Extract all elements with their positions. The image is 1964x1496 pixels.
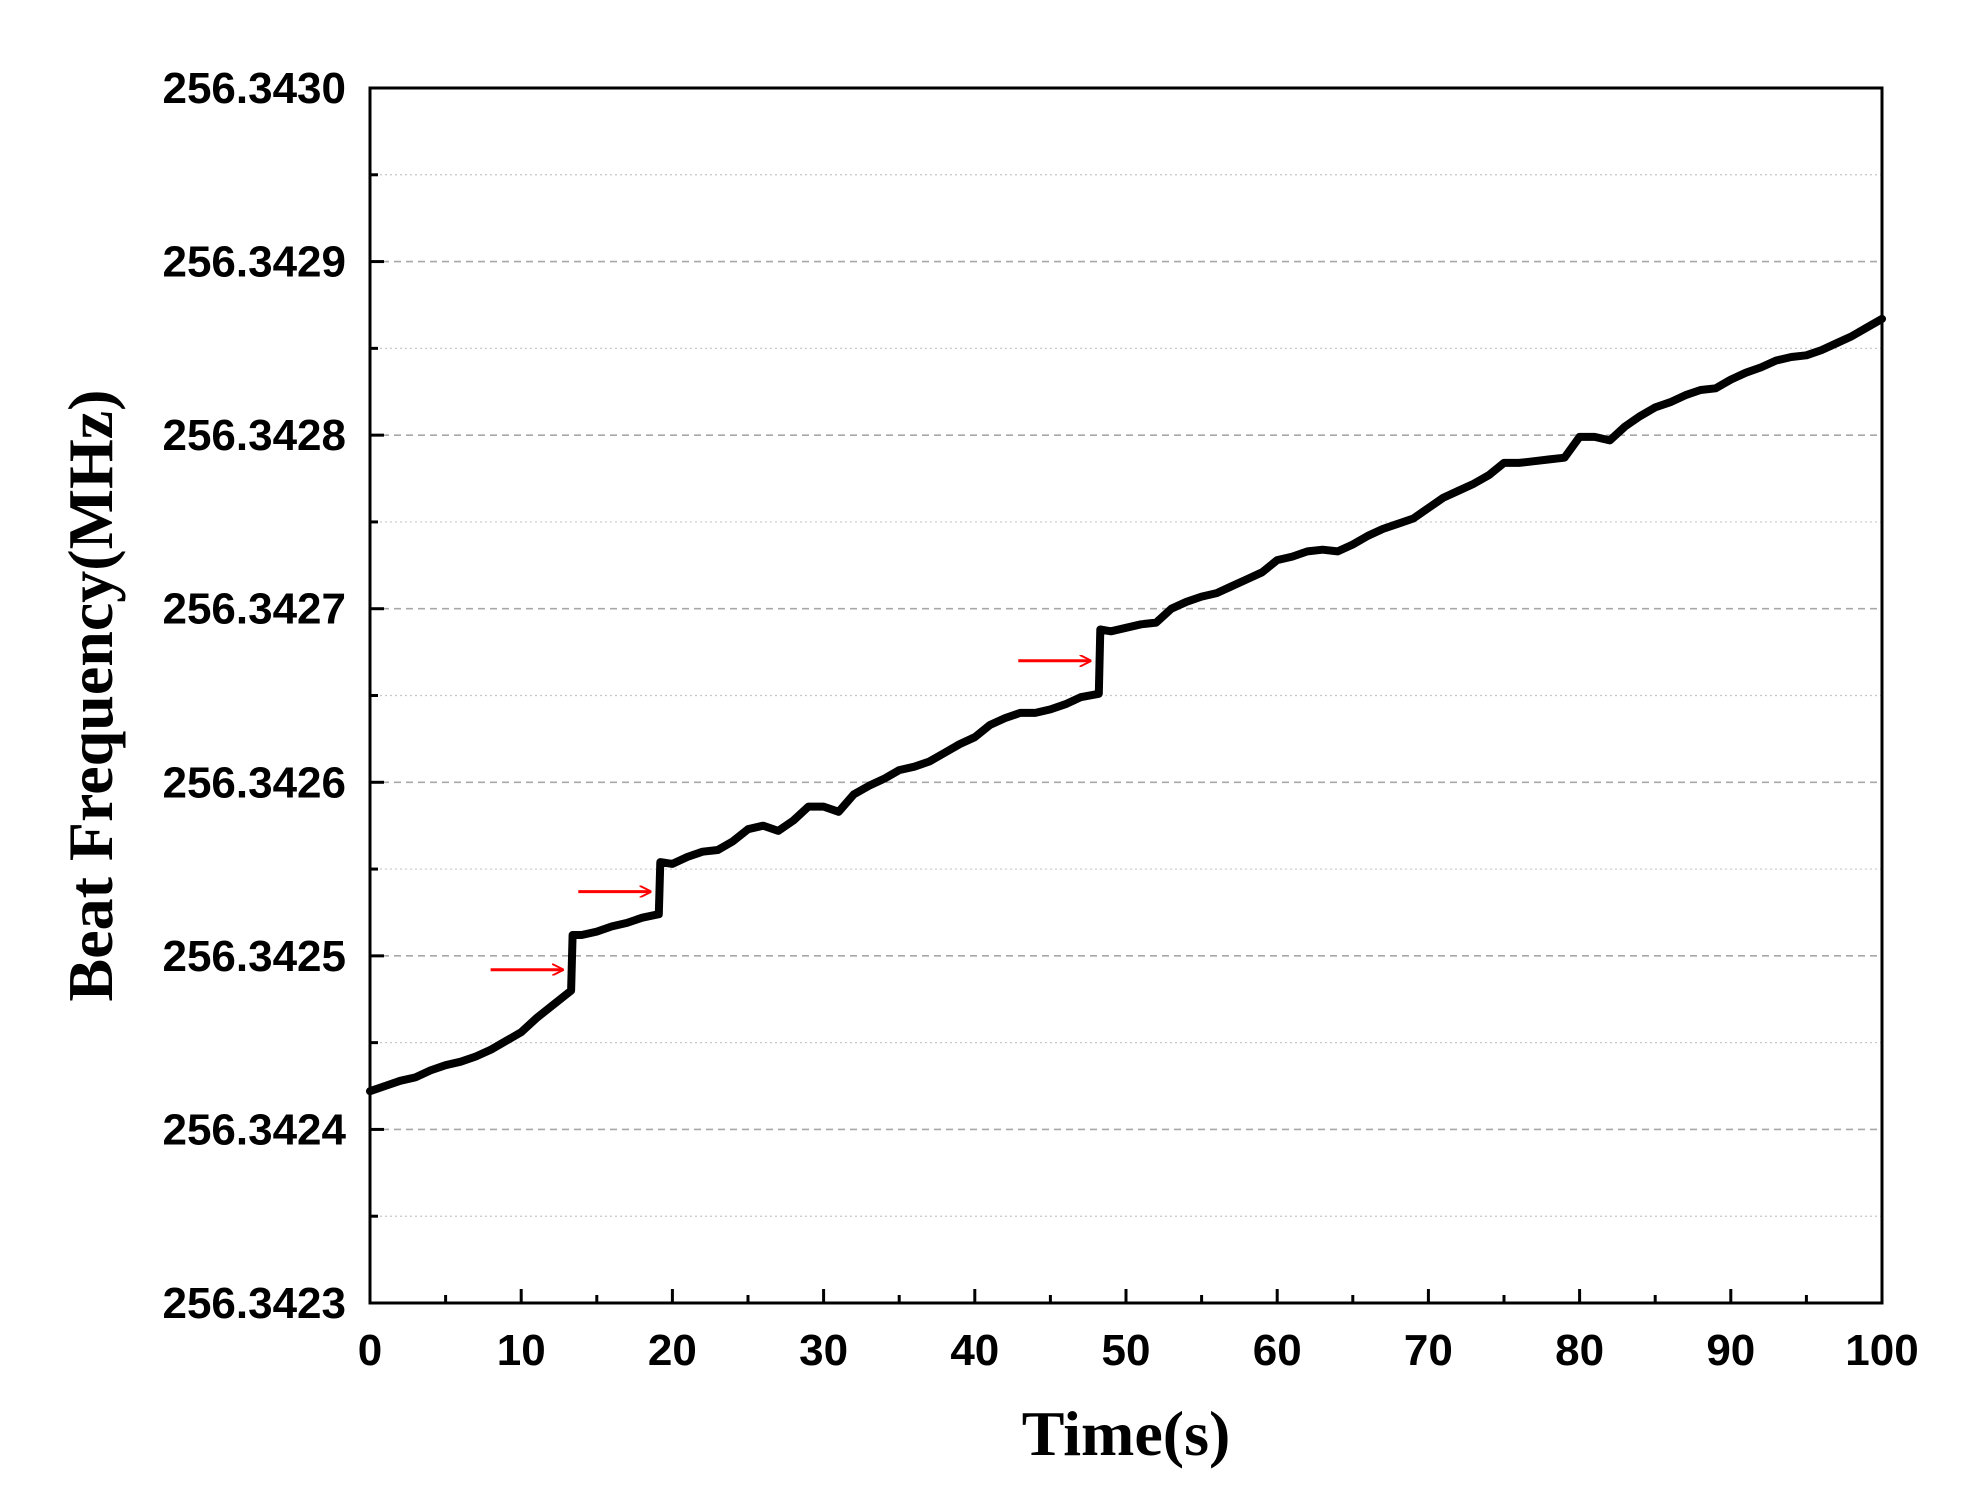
- y-tick-label: 256.3428: [162, 411, 346, 460]
- y-tick-labels: 256.3423 256.3424 256.3425 256.3426 256.3427…: [162, 64, 346, 1328]
- y-axis-title: Beat Frequency(MHz): [55, 390, 126, 1002]
- annotations: [490, 661, 1091, 970]
- axis-ticks: [368, 86, 1884, 1305]
- y-tick-label: 256.3427: [162, 585, 346, 634]
- y-tick-label: 256.3423: [162, 1279, 346, 1328]
- series-group: [366, 314, 1886, 1096]
- x-tick-label: 40: [950, 1326, 999, 1375]
- y-tick-label: 256.3430: [162, 64, 346, 113]
- x-tick-labels: 0 10 20 30 40 50 60 70 80 90 100: [358, 1326, 1919, 1375]
- x-tick-label: 70: [1404, 1326, 1453, 1375]
- grid-lines: [370, 174, 1882, 1217]
- x-tick-label: 80: [1555, 1326, 1604, 1375]
- x-axis-title: Time(s): [1022, 1398, 1231, 1469]
- y-tick-label: 256.3429: [162, 238, 346, 287]
- x-tick-label: 0: [358, 1326, 382, 1375]
- x-tick-label: 90: [1706, 1326, 1755, 1375]
- x-tick-label: 20: [648, 1326, 697, 1375]
- y-tick-label: 256.3426: [162, 758, 346, 807]
- x-tick-label: 60: [1253, 1326, 1302, 1375]
- x-tick-label: 50: [1102, 1326, 1151, 1375]
- x-tick-label: 30: [799, 1326, 848, 1375]
- series-line: [366, 314, 1886, 1096]
- x-tick-label: 10: [497, 1326, 546, 1375]
- y-tick-label: 256.3425: [162, 932, 346, 981]
- y-tick-label: 256.3424: [162, 1105, 346, 1154]
- x-tick-label: 100: [1845, 1326, 1918, 1375]
